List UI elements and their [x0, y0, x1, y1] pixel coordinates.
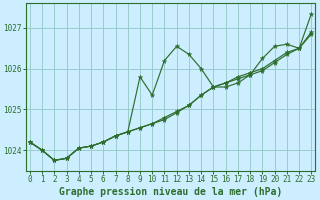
X-axis label: Graphe pression niveau de la mer (hPa): Graphe pression niveau de la mer (hPa)	[59, 186, 282, 197]
